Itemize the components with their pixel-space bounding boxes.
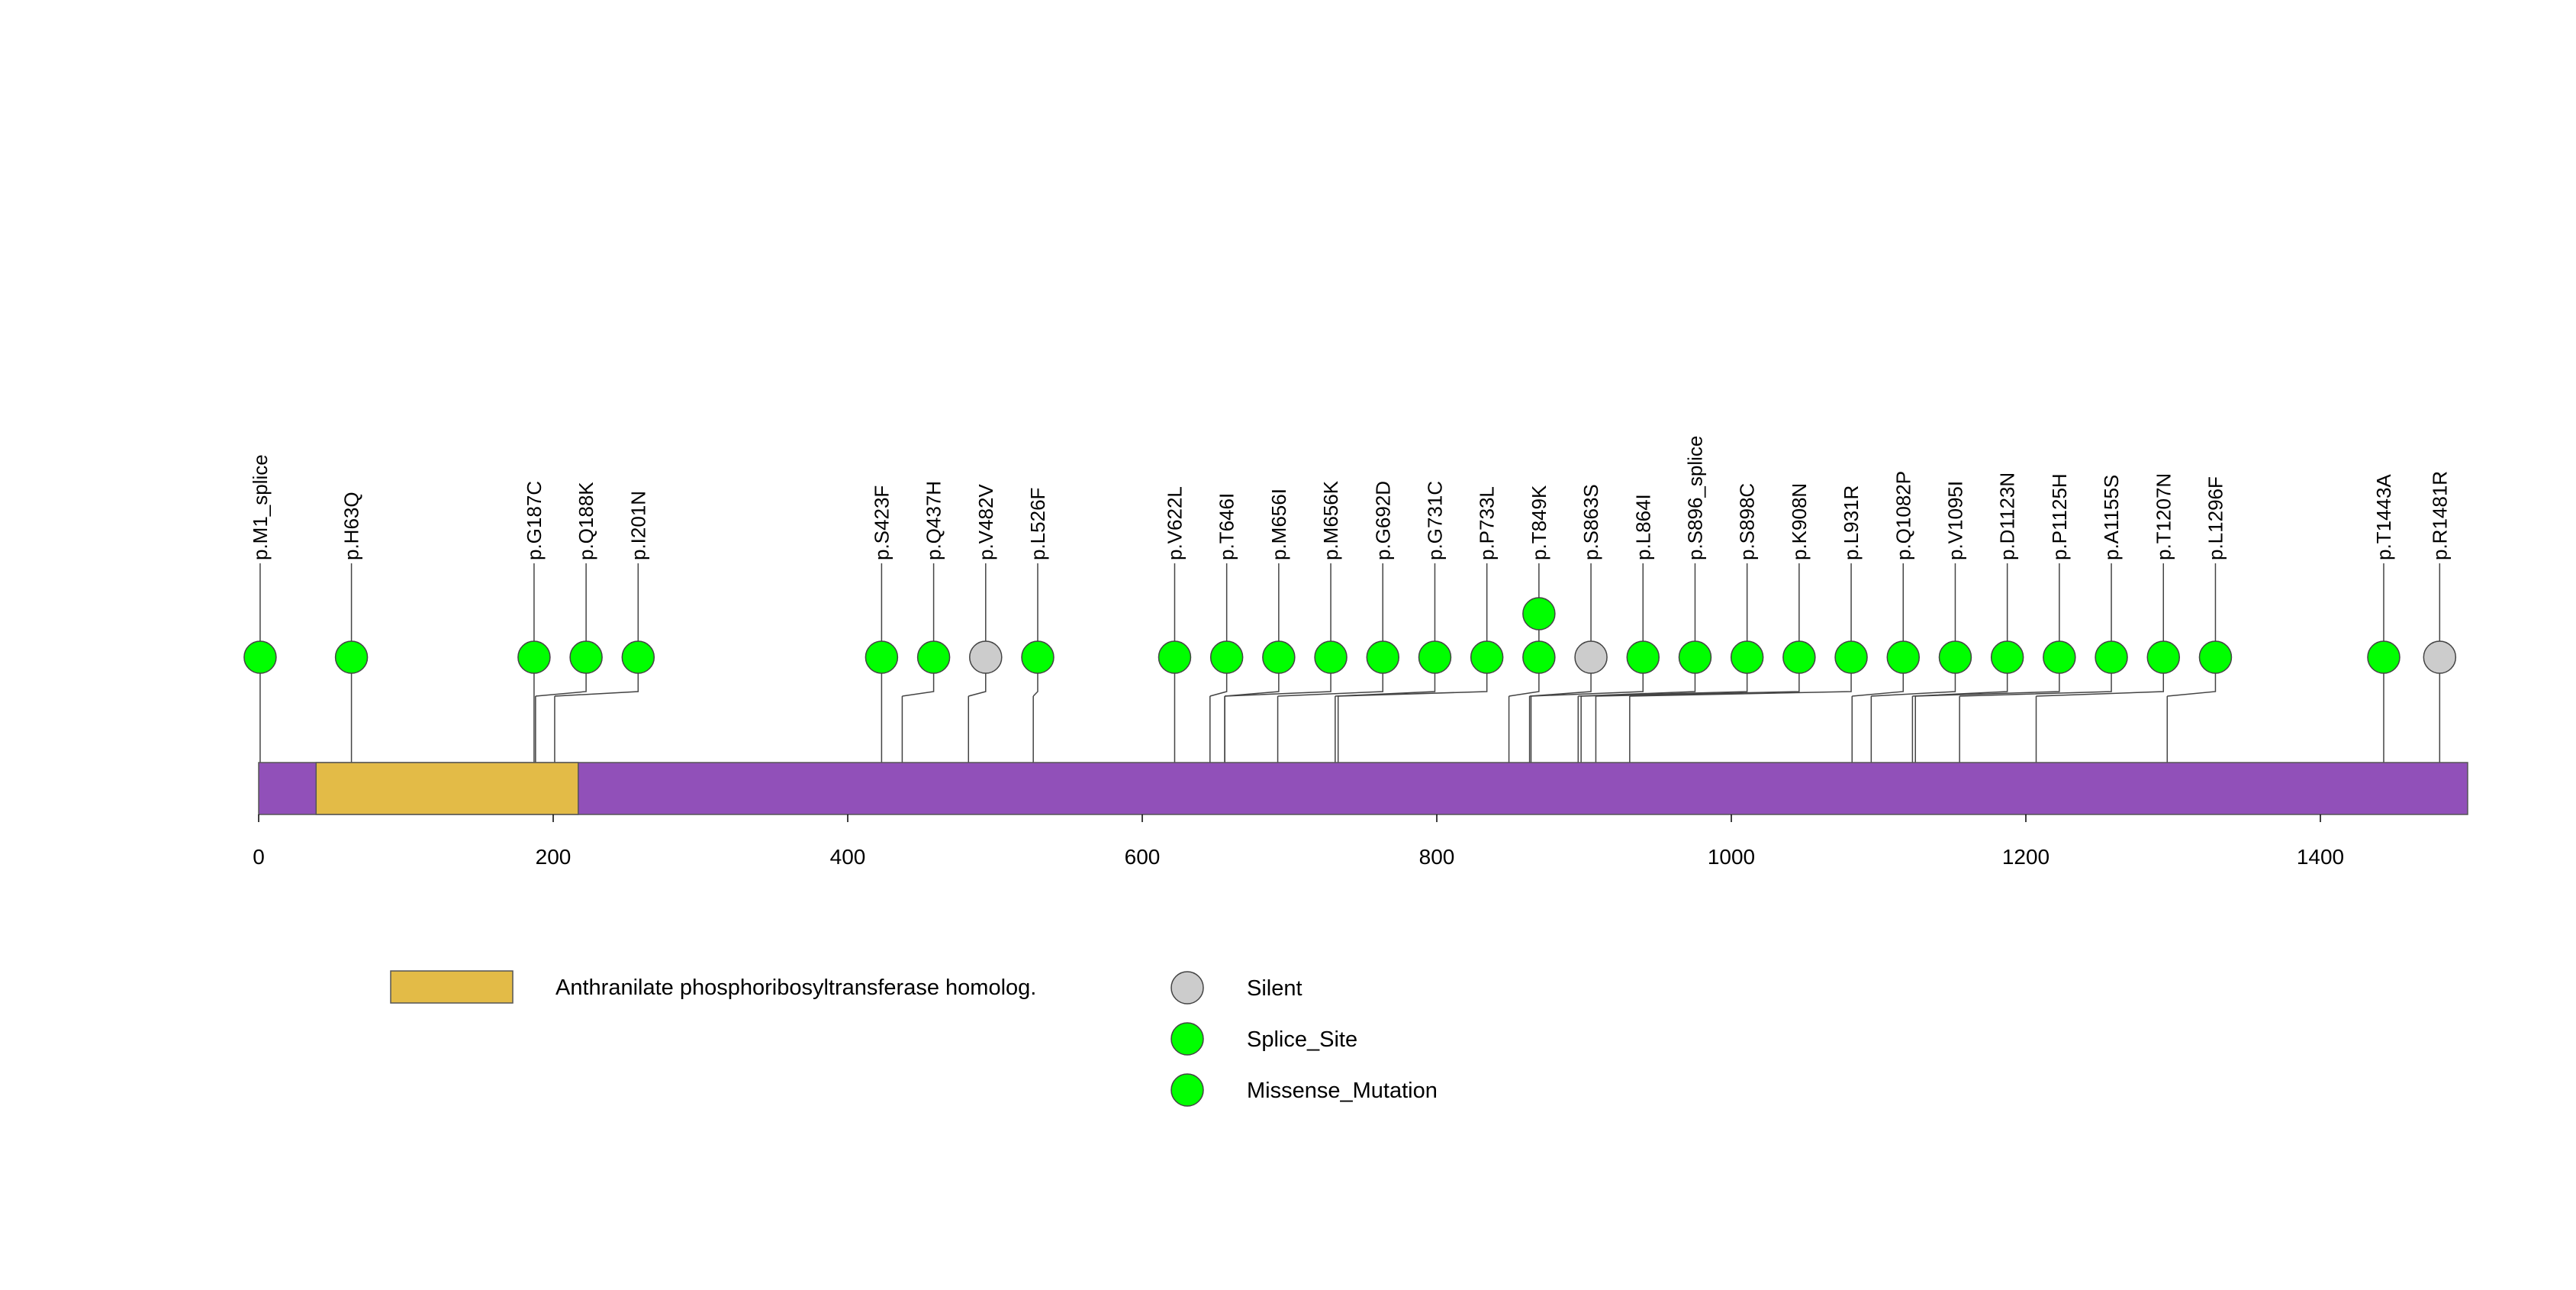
mutation-point (2198, 640, 2233, 674)
mutation-point (2423, 640, 2457, 674)
mutation-label: p.L1296F (2204, 476, 2227, 560)
protein-bar (258, 762, 2468, 815)
legend-domain-label: Anthranilate phosphoribosyltransferase h… (555, 976, 1036, 1000)
mutation-point (243, 640, 277, 674)
mutation-markers (243, 597, 2457, 674)
mutation-label: p.G187C (523, 481, 546, 560)
tick-label: 1200 (2002, 845, 2050, 869)
mutation-label: p.S863S (1579, 484, 1602, 560)
mutation-label: p.L864I (1631, 494, 1654, 560)
mutation-point (916, 640, 951, 674)
mutation-label: p.I201N (626, 491, 649, 560)
mutation-point (1678, 640, 1712, 674)
mutation-label: p.S898C (1736, 483, 1759, 560)
mutation-label: p.A1155S (2100, 475, 2123, 560)
tick-label: 400 (830, 845, 866, 869)
mutation-point (1262, 640, 1296, 674)
domains (315, 762, 579, 815)
mutation-label: p.Q188K (575, 482, 597, 560)
legend-label: Silent (1247, 976, 1302, 1001)
tick-label: 1000 (1708, 845, 1755, 869)
mutation-label: p.Q1082P (1892, 471, 1914, 560)
mutation-label: p.M1_splice (249, 454, 272, 560)
mutation-label: p.G692D (1371, 481, 1394, 560)
mutation-point (969, 640, 1003, 674)
mutation-point (1522, 640, 1556, 674)
mutation-label: p.R1481R (2428, 471, 2451, 560)
x-axis: 0 200 400 600 800 1000 1200 1400 (253, 814, 2344, 869)
mutation-point (1834, 640, 1868, 674)
legend: Anthranilate phosphoribosyltransferase h… (390, 970, 1438, 1107)
tick-label: 800 (1419, 845, 1455, 869)
tick-label: 600 (1125, 845, 1161, 869)
mutation-label: p.L931R (1840, 485, 1863, 560)
mutation-label: p.H63Q (340, 492, 363, 560)
mutation-point (334, 640, 369, 674)
mutation-label: p.M656K (1319, 480, 1342, 560)
mutation-point (1938, 640, 1972, 674)
mutation-label: p.T849K (1528, 485, 1550, 560)
legend-label: Missense_Mutation (1247, 1079, 1438, 1103)
mutation-point (1574, 640, 1608, 674)
mutation-label: p.P733L (1476, 486, 1499, 560)
mutation-label: p.V1095I (1943, 481, 1966, 560)
mutation-point (1730, 640, 1764, 674)
mutation-point (569, 640, 603, 674)
mutation-point (1209, 640, 1244, 674)
mutation-point (2367, 640, 2401, 674)
mutation-point (1470, 640, 1504, 674)
connector-line (1915, 657, 2060, 697)
tick-label: 200 (536, 845, 572, 869)
mutation-point (2043, 640, 2076, 674)
legend-marker (1170, 1073, 1204, 1107)
mutation-point (1886, 640, 1921, 674)
mutation-label: p.V482V (974, 484, 997, 560)
connector-line (1338, 657, 1488, 697)
mutation-label: p.L526F (1026, 488, 1049, 560)
mutation-point (1782, 640, 1816, 674)
mutation-label: p.D1123N (1996, 472, 2019, 560)
mutation-point (2095, 640, 2128, 674)
tick-label: 1400 (2297, 845, 2344, 869)
mutation-point (1522, 597, 1556, 630)
mutation-point (1990, 640, 2024, 674)
legend-marker (1170, 971, 1204, 1005)
mutation-label: p.P1125H (2048, 473, 2071, 560)
mutation-label: p.V622L (1163, 486, 1186, 560)
mutation-label: p.M656I (1267, 489, 1290, 560)
legend-domain-swatch (390, 970, 514, 1004)
mutation-label: p.Q437H (923, 481, 945, 560)
legend-label: Splice_Site (1247, 1027, 1357, 1052)
mutation-point (517, 640, 551, 674)
tick-label: 0 (253, 845, 265, 869)
mutation-label: p.S423F (870, 485, 893, 560)
mutation-point (2146, 640, 2181, 674)
mutation-labels: p.M1_splice p.H63Q p.G187C p.Q188K p.I201N p.… (249, 436, 2451, 560)
mutation-label: p.S896_splice (1683, 436, 1706, 560)
mutation-point (1366, 640, 1400, 674)
mutation-point (1418, 640, 1452, 674)
mutation-label: p.K908N (1788, 483, 1811, 560)
mutation-label: p.T1207N (2152, 473, 2175, 560)
protein-track (258, 762, 2468, 815)
mutation-point (865, 640, 899, 674)
mutation-point (1314, 640, 1348, 674)
mutation-label: p.T646I (1216, 493, 1238, 560)
mutation-point (1158, 640, 1192, 674)
mutation-point (1626, 640, 1660, 674)
domain-rect (315, 762, 579, 815)
mutation-label: p.T1443A (2372, 474, 2395, 560)
legend-marker (1170, 1022, 1204, 1056)
mutation-label: p.G731C (1423, 481, 1446, 560)
connector-line (1959, 657, 2112, 697)
mutation-point (621, 640, 655, 674)
mutation-point (1021, 640, 1055, 674)
